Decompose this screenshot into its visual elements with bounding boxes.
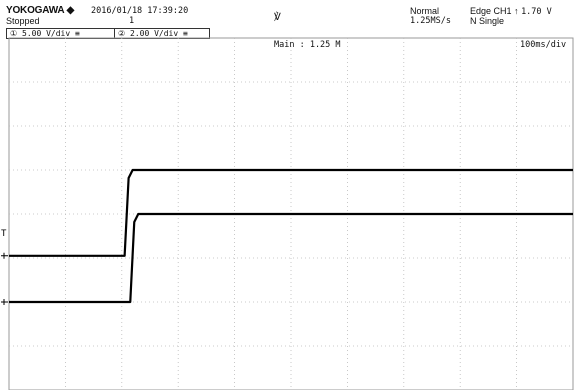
rising-edge-icon: ↑	[514, 6, 519, 16]
acquisition-status: Stopped	[6, 16, 40, 26]
trigger-level-marker: T	[1, 229, 7, 239]
datetime: 2016/01/18 17:39:20	[91, 6, 189, 16]
trigger-position-marker-icon: ℣	[274, 12, 281, 23]
channel-1-scale: 5.00 V/div	[22, 29, 71, 38]
channel-2-scale: 2.00 V/div	[130, 29, 179, 38]
trigger-level: 1.70 V	[521, 7, 552, 17]
sample-rate: 1.25MS/s	[410, 16, 451, 26]
channel-1-id: ①	[10, 29, 18, 38]
trigger-source: Edge CH1	[470, 6, 512, 16]
acquisition-count: 1	[129, 16, 135, 26]
trigger-mode: N Single	[470, 16, 505, 26]
acquisition-mode: Normal	[410, 6, 440, 16]
waveform-traces	[9, 168, 573, 304]
brand-logo: YOKOGAWA	[6, 5, 65, 16]
channel-2-trace	[9, 212, 573, 304]
channel-1-trace	[9, 168, 573, 257]
dc-coupling-icon: ≡	[75, 29, 80, 38]
diamond-icon: ◆	[66, 5, 75, 16]
ground-level-marker-icon	[1, 299, 8, 305]
dc-coupling-icon: ≡	[183, 29, 188, 38]
channel-2-id: ②	[118, 29, 126, 38]
ground-level-marker-icon	[1, 252, 8, 259]
main-record-label: Main : 1.25 M	[274, 40, 341, 50]
channel-markers: T	[1, 229, 8, 305]
timebase-label: 100ms/div	[520, 40, 567, 50]
